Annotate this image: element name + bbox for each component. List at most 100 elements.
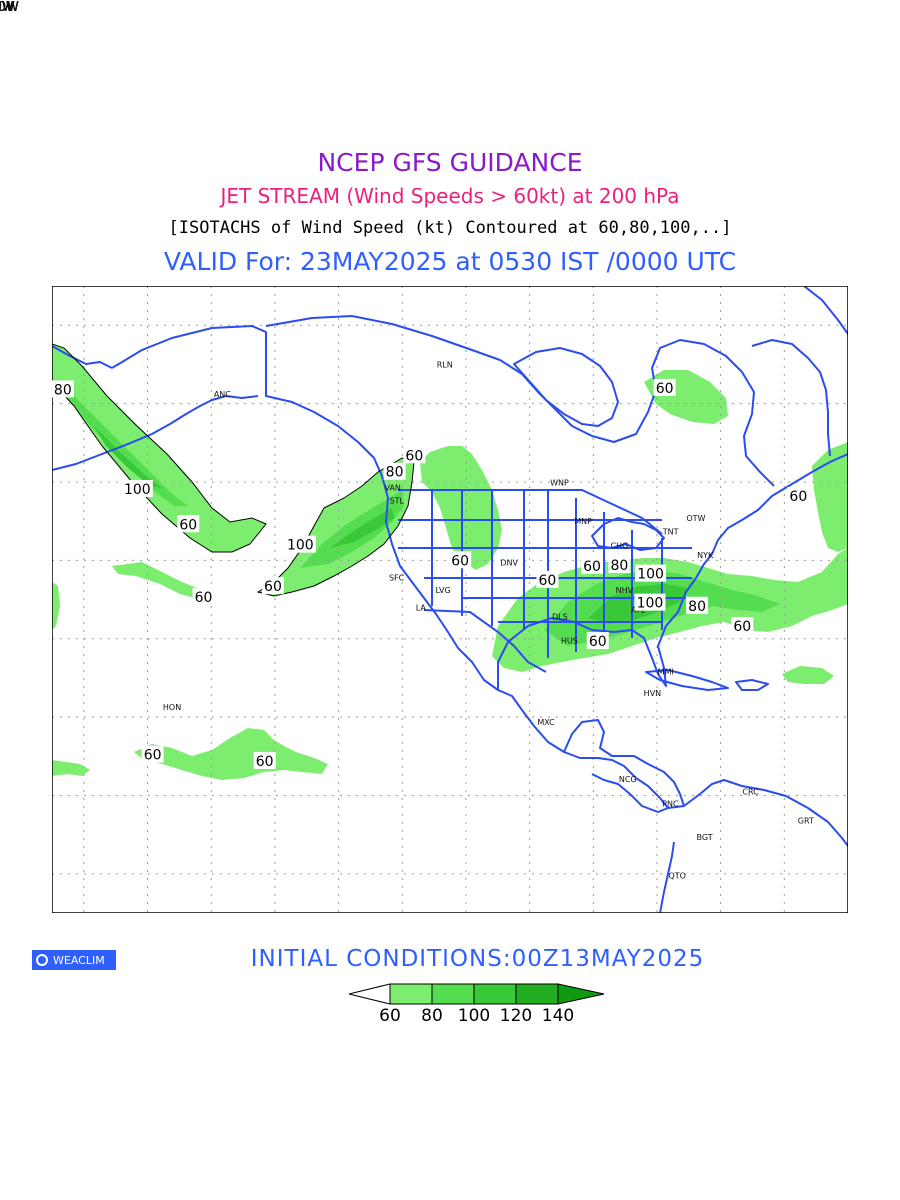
- contour-label-60: 60: [589, 634, 607, 650]
- station-label-wnp: WNP: [550, 479, 569, 488]
- contour-label-bg: [686, 596, 709, 614]
- station-label-hon: HON: [163, 703, 181, 712]
- jet-region-subtropical-pacific-b: [52, 760, 90, 776]
- station-label-dnv: DNV: [500, 559, 518, 568]
- color-legend-bar: [348, 983, 605, 1005]
- coast-central-america: [563, 719, 685, 807]
- jet-region-west: [258, 458, 414, 596]
- station-label-tnt: TNT: [662, 527, 679, 536]
- legend-swatch-100-120: [473, 983, 517, 1005]
- map-labels: ANC RLN VAN STL WNP MNP TNT OTW CHG NYK DNV SFC LVG L…: [52, 360, 814, 880]
- station-label-nyk: NYK: [697, 551, 714, 560]
- station-label-pnc: PNC: [662, 799, 679, 808]
- station-label-otw: OTW: [686, 514, 705, 523]
- legend-level-80: 80: [421, 1006, 443, 1026]
- coast-greenland: [803, 286, 848, 335]
- logo-circle-icon: [36, 954, 48, 966]
- x-tick-label: 50W: [0, 0, 15, 15]
- contour-label-bg: [608, 556, 631, 574]
- contour-label-60: 60: [405, 448, 423, 464]
- station-label-hvn: HVN: [644, 689, 661, 698]
- contour-label-bg: [52, 380, 74, 398]
- legend-level-120: 120: [499, 1006, 533, 1026]
- initial-conditions: INITIAL CONDITIONS:00Z13MAY2025: [250, 946, 705, 972]
- coast-west: [111, 325, 669, 813]
- contour-label-bg: [581, 556, 604, 574]
- contour-label-bg: [653, 378, 676, 396]
- contour-label-bg: [121, 479, 153, 497]
- contour-label-60: 60: [256, 754, 274, 770]
- x-tick-label: 70W: [0, 0, 15, 15]
- x-tick-label: 120W: [0, 0, 19, 15]
- station-label-hus: HUS: [561, 636, 578, 645]
- station-label-nhv: NHV: [616, 586, 634, 595]
- contour-label-60: 60: [539, 573, 557, 589]
- jet-region-subtropical-pacific-a: [134, 728, 328, 780]
- contour-label-80: 80: [688, 599, 706, 615]
- station-label-anc: ANC: [214, 390, 231, 399]
- x-tick-label: 130W: [0, 0, 19, 15]
- station-label-sfc: SFC: [389, 574, 405, 583]
- x-tick-label: 170W: [0, 0, 19, 15]
- station-label-dls: DLS: [552, 613, 568, 622]
- x-tick-label: 140W: [0, 0, 19, 15]
- title-model: NCEP GFS GUIDANCE: [317, 148, 583, 177]
- title-valid-time: VALID For: 23MAY2025 at 0530 IST /0000 U…: [163, 247, 737, 276]
- legend-swatch-60-80: [389, 983, 433, 1005]
- x-tick-label: 60W: [0, 0, 15, 15]
- contour-label-bg: [586, 632, 609, 650]
- station-label-la: LA: [416, 603, 427, 612]
- jet-region-80-west: [300, 490, 404, 568]
- contour-label-60: 60: [733, 619, 751, 635]
- station-label-mmi: MMI: [658, 668, 674, 677]
- contour-label-60: 60: [451, 553, 469, 569]
- station-label-chg: CHG: [611, 541, 629, 550]
- title-isotachs: [ISOTACHS of Wind Speed (kt) Contoured a…: [168, 218, 732, 238]
- station-label-qto: QTO: [669, 871, 686, 880]
- coast-south-america: [659, 779, 848, 913]
- contour-label-bg: [634, 593, 666, 611]
- contour-label-bg: [261, 577, 284, 595]
- coast-bering: [52, 345, 113, 369]
- weaclim-logo: WEACLIM: [32, 950, 116, 970]
- jet-region-caribbean: [782, 666, 834, 684]
- legend-swatch-80-100: [431, 983, 475, 1005]
- contour-label-bg: [284, 535, 316, 553]
- contour-label-bg: [731, 617, 754, 635]
- contour-label-60: 60: [195, 590, 213, 606]
- legend-arrow-above-140: [557, 983, 605, 1005]
- coast-arctic: [265, 315, 775, 487]
- contour-label-bg: [192, 588, 215, 606]
- jet-region-north-atlantic: [812, 442, 848, 552]
- contour-label-80: 80: [54, 382, 72, 398]
- x-tick-label: 90W: [0, 0, 15, 15]
- jet-region-100-west: [330, 508, 394, 548]
- legend-swatch-120-140: [515, 983, 559, 1005]
- contour-label-bg: [449, 551, 472, 569]
- contour-label-bg: [635, 564, 667, 582]
- jet-stream-map: ANC RLN VAN STL WNP MNP TNT OTW CHG NYK DNV SFC LVG L…: [52, 286, 848, 913]
- contour-label-bg: [141, 745, 164, 763]
- jet-region-north-pacific: [52, 344, 266, 552]
- contour-label-100: 100: [637, 567, 664, 583]
- station-label-crc: CRC: [742, 788, 759, 797]
- coast-cuba: [645, 669, 729, 691]
- station-label-bgt: BGT: [697, 833, 713, 842]
- contour-label-60: 60: [264, 579, 282, 595]
- coast-aleutians: [52, 395, 259, 471]
- title-jet-stream: JET STREAM (Wind Speeds > 60kt) at 200 h…: [220, 184, 680, 208]
- contour-label-bg: [787, 487, 810, 505]
- contour-label-100: 100: [287, 538, 314, 554]
- station-label-van: VAN: [384, 483, 400, 492]
- legend-level-100: 100: [457, 1006, 491, 1026]
- coast-hispaniola: [735, 679, 769, 691]
- station-label-ncg: NCG: [619, 775, 637, 784]
- contour-label-60: 60: [583, 559, 601, 575]
- contour-label-bg: [536, 570, 559, 588]
- contour-label-bg: [403, 446, 426, 464]
- contour-label-80: 80: [610, 558, 628, 574]
- contour-label-100: 100: [637, 596, 664, 612]
- jet-region-edge: [52, 582, 60, 630]
- contour-label-bg: [253, 751, 276, 769]
- x-tick-label: 110W: [0, 0, 19, 15]
